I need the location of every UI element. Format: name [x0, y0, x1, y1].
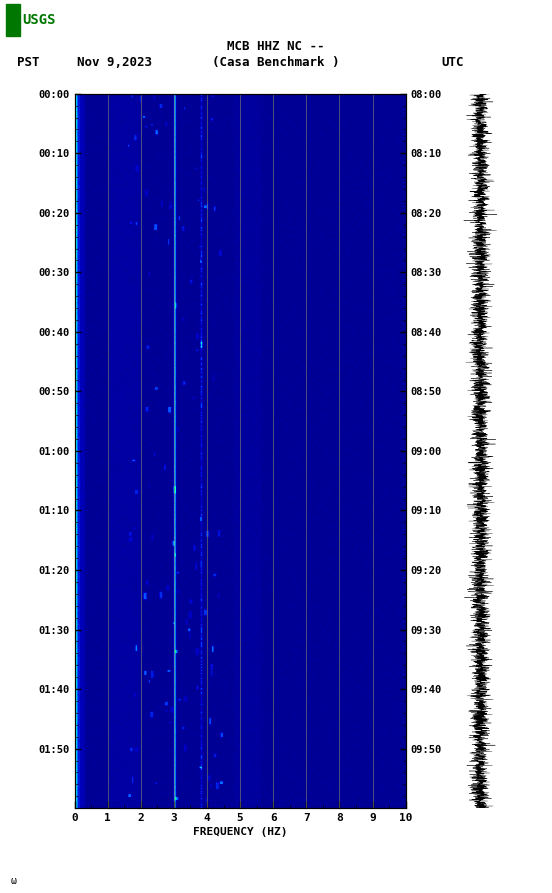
Bar: [6, 4, 20, 36]
Text: PST: PST: [17, 56, 39, 69]
Text: (Casa Benchmark ): (Casa Benchmark ): [213, 56, 339, 69]
Text: UTC: UTC: [442, 56, 464, 69]
Text: USGS: USGS: [22, 13, 56, 27]
Text: ω: ω: [11, 876, 17, 886]
Text: Nov 9,2023: Nov 9,2023: [77, 56, 152, 69]
X-axis label: FREQUENCY (HZ): FREQUENCY (HZ): [193, 827, 288, 838]
Text: MCB HHZ NC --: MCB HHZ NC --: [227, 40, 325, 53]
